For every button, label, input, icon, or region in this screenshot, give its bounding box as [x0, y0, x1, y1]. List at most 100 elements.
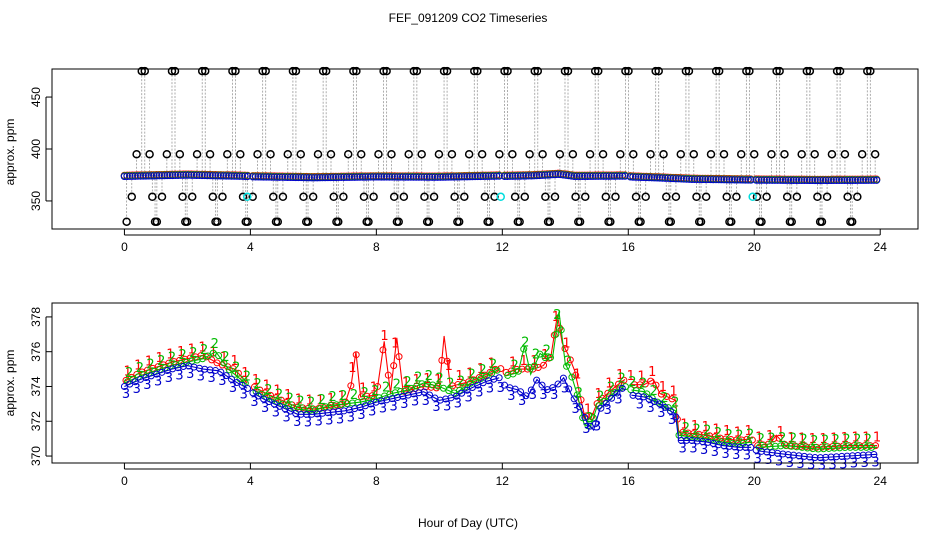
series-2-label: 2: [179, 348, 187, 363]
series-3-label: 3: [133, 382, 141, 397]
series-3-label: 3: [229, 381, 237, 396]
series-3-line: [124, 365, 248, 389]
reference-point: [399, 192, 409, 202]
reference-point: [598, 149, 608, 159]
series-3-point: [763, 448, 771, 456]
reference-point: [192, 149, 202, 159]
series-3-label: 3: [197, 370, 205, 385]
series-3-point: [335, 408, 343, 416]
series-3-point: [838, 452, 846, 460]
reference-point: [356, 149, 366, 159]
reference-point: [671, 192, 681, 202]
bottom-x-tick-label: 16: [622, 474, 636, 488]
series-3-group: 3 3 3 3 3 3 3 3 3 3 3 33 3 3 3 3 3 3 3 3 3 3 3 3 3 3 3 3 3 3 3 3 3 3 33 3 3 3…: [120, 362, 880, 474]
series-2-point: [803, 444, 811, 452]
series-2-label: 2: [639, 377, 647, 392]
reference-point: [424, 217, 434, 226]
series-3-point: [795, 452, 803, 460]
reference-point: [236, 149, 245, 159]
series-1-point: [299, 404, 307, 412]
reference-point: [382, 66, 391, 76]
series-3-label: 3: [743, 448, 751, 463]
reference-point: [369, 192, 378, 202]
series-2-point: [215, 352, 223, 360]
series-3-label: 3: [411, 395, 419, 410]
sample-points-group: [120, 169, 881, 185]
reference-point: [651, 66, 660, 76]
reference-point: [503, 66, 512, 76]
series-2-point: [862, 443, 870, 451]
reference-point: [772, 66, 781, 76]
series-1-label: 1: [862, 431, 870, 446]
reference-point: [624, 66, 633, 76]
series-3-label: 3: [539, 388, 547, 403]
series-3-label: 3: [657, 406, 665, 421]
series-2-point: [825, 444, 833, 452]
series-3-label: 3: [582, 422, 590, 437]
series-1-point: [647, 377, 655, 385]
series-3-point: [244, 384, 252, 392]
reference-point: [473, 66, 482, 76]
series-1-label: 1: [734, 425, 742, 440]
reference-point: [775, 66, 784, 76]
series-3-point: [816, 454, 824, 462]
series-3-point: [575, 403, 583, 411]
x-axis-label: Hour of Day (UTC): [418, 516, 518, 530]
series-2-point: [509, 370, 517, 378]
reference-point: [417, 149, 426, 159]
series-3-point: [522, 392, 530, 400]
series-1-label: 1: [830, 431, 838, 446]
series-2-label: 2: [275, 388, 283, 403]
series-2-label: 2: [328, 390, 336, 405]
series-3-label: 3: [175, 368, 183, 383]
reference-point: [470, 66, 479, 76]
reference-point: [404, 149, 413, 159]
series-1-label: 1: [766, 429, 774, 444]
series-3-point: [699, 438, 707, 446]
reference-point: [563, 66, 573, 76]
series-3-label: 3: [368, 404, 376, 419]
reference-point: [762, 192, 771, 202]
series-1-label: 1: [123, 365, 131, 380]
reference-point: [810, 149, 819, 159]
series-1-label: 1: [177, 345, 185, 360]
series-1-point: [609, 385, 617, 393]
series-1-point: [588, 412, 596, 420]
series-3-point: [683, 436, 691, 444]
series-3-label: 3: [400, 397, 408, 412]
series-3-label: 3: [240, 387, 248, 402]
series-3-label: 3: [518, 394, 526, 409]
reference-point: [749, 149, 759, 159]
series-1-label: 1: [627, 369, 635, 384]
reference-point: [601, 192, 611, 202]
reference-point: [629, 149, 638, 159]
series-1-label: 1: [584, 402, 592, 417]
series-3-label: 3: [422, 394, 430, 409]
series-3-point: [779, 450, 787, 458]
series-3-point: [260, 395, 268, 403]
reference-point: [641, 192, 650, 202]
series-3-point: [206, 366, 214, 374]
top-x-tick-label: 4: [247, 240, 254, 254]
bottom-x-tick-label: 8: [373, 474, 380, 488]
reference-point: [296, 149, 306, 159]
series-3-point: [538, 381, 546, 389]
reference-point: [797, 149, 806, 159]
reference-point: [752, 192, 762, 202]
series-2-point: [488, 369, 496, 377]
reference-point: [359, 192, 369, 202]
series-1-point: [352, 351, 360, 359]
reference-point: [662, 192, 671, 202]
series-2-label: 2: [832, 433, 840, 448]
series-1-point: [572, 371, 580, 379]
series-3-label: 3: [432, 400, 440, 415]
series-3-label: 3: [529, 388, 537, 403]
series-1-label: 1: [402, 376, 410, 391]
series-3-point: [725, 442, 733, 450]
series-1-point: [839, 442, 847, 450]
reference-point: [692, 192, 701, 202]
reference-point: [863, 66, 872, 76]
series-1-point: [759, 441, 767, 449]
series-2-label: 2: [778, 431, 786, 446]
series-1-label: 1: [595, 387, 603, 402]
